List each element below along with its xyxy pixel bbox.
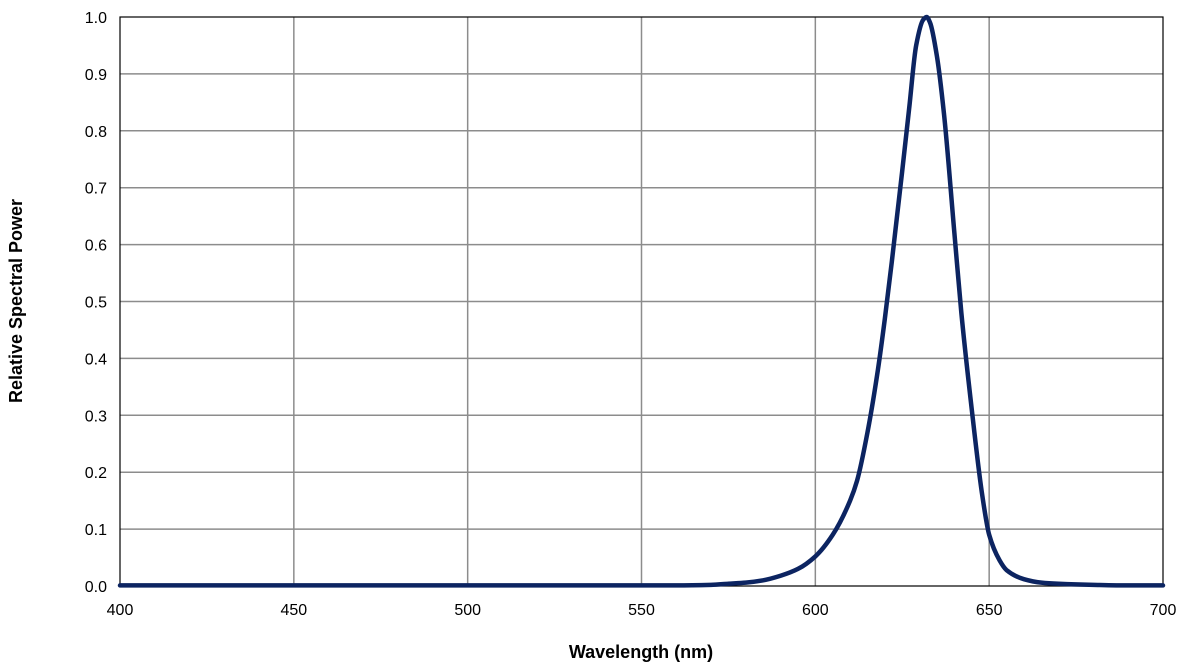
y-tick-label: 0.3 <box>85 408 107 425</box>
y-tick-labels: 0.0 0.1 0.2 0.3 0.4 0.5 0.6 0.7 0.8 0.9 1.0 <box>85 10 107 596</box>
y-tick-label: 0.5 <box>85 295 107 312</box>
spectral-power-line <box>117 14 1166 588</box>
x-tick-labels: 400 450 500 550 600 650 700 <box>107 602 1177 619</box>
y-tick-label: 0.0 <box>85 579 107 596</box>
y-tick-label: 0.9 <box>85 67 107 84</box>
x-tick-label: 700 <box>1150 602 1177 619</box>
y-tick-label: 0.7 <box>85 181 107 198</box>
y-tick-label: 0.2 <box>85 465 107 482</box>
y-tick-label: 1.0 <box>85 10 107 27</box>
x-axis-title: Wavelength (nm) <box>569 642 713 662</box>
x-tick-label: 600 <box>802 602 829 619</box>
series-layer <box>117 14 1166 588</box>
y-tick-label: 0.1 <box>85 522 107 539</box>
y-tick-label: 0.8 <box>85 124 107 141</box>
x-tick-label: 650 <box>976 602 1003 619</box>
y-axis-title: Relative Spectral Power <box>6 199 26 403</box>
x-tick-label: 400 <box>107 602 134 619</box>
x-tick-label: 500 <box>454 602 481 619</box>
y-tick-label: 0.6 <box>85 238 107 255</box>
y-tick-label: 0.4 <box>85 351 107 368</box>
grid-lines <box>120 17 1163 586</box>
x-tick-label: 450 <box>280 602 307 619</box>
x-tick-label: 550 <box>628 602 655 619</box>
